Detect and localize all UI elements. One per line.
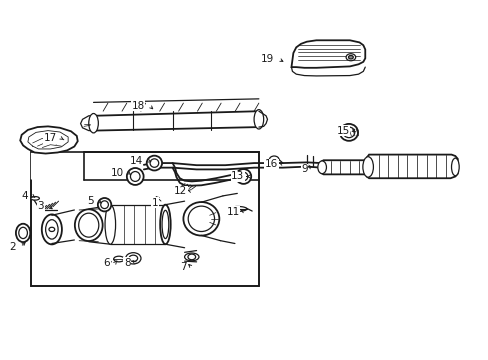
- Text: 17: 17: [43, 133, 57, 143]
- Ellipse shape: [183, 202, 219, 235]
- Ellipse shape: [89, 113, 98, 133]
- Polygon shape: [366, 154, 457, 178]
- Polygon shape: [81, 116, 93, 131]
- Circle shape: [269, 156, 279, 163]
- Ellipse shape: [162, 210, 168, 239]
- Circle shape: [49, 227, 55, 231]
- Text: 12: 12: [173, 186, 186, 196]
- Bar: [31, 150, 84, 180]
- Ellipse shape: [101, 201, 108, 208]
- Ellipse shape: [160, 205, 170, 244]
- Ellipse shape: [254, 109, 263, 129]
- Bar: [31, 152, 258, 286]
- Ellipse shape: [113, 256, 124, 262]
- Text: 8: 8: [123, 258, 130, 268]
- Text: 1: 1: [151, 198, 158, 208]
- Text: 15: 15: [336, 126, 349, 136]
- Ellipse shape: [45, 220, 58, 239]
- Polygon shape: [20, 126, 78, 154]
- Text: 14: 14: [129, 156, 142, 166]
- Text: 13: 13: [231, 171, 244, 181]
- Ellipse shape: [105, 205, 115, 244]
- Ellipse shape: [150, 159, 159, 167]
- Ellipse shape: [75, 209, 102, 241]
- Ellipse shape: [343, 127, 354, 138]
- Bar: [110, 205, 165, 244]
- Ellipse shape: [130, 171, 140, 181]
- Text: 4: 4: [21, 191, 28, 201]
- Circle shape: [129, 255, 137, 261]
- Circle shape: [348, 55, 352, 59]
- Ellipse shape: [317, 161, 326, 174]
- Ellipse shape: [235, 169, 251, 184]
- Text: 5: 5: [87, 196, 93, 206]
- Ellipse shape: [450, 158, 458, 176]
- Text: 18: 18: [131, 101, 144, 111]
- Ellipse shape: [146, 156, 162, 171]
- Text: 2: 2: [9, 242, 16, 252]
- Circle shape: [125, 253, 141, 264]
- Circle shape: [346, 54, 355, 61]
- Ellipse shape: [228, 207, 246, 211]
- Polygon shape: [291, 40, 365, 68]
- Ellipse shape: [19, 227, 27, 239]
- Text: 7: 7: [180, 262, 186, 273]
- Ellipse shape: [362, 157, 373, 177]
- Text: 11: 11: [226, 207, 239, 217]
- Ellipse shape: [239, 172, 247, 181]
- Ellipse shape: [339, 124, 357, 141]
- Text: 6: 6: [103, 258, 110, 268]
- Ellipse shape: [126, 168, 143, 185]
- Text: 10: 10: [110, 168, 123, 178]
- Ellipse shape: [16, 224, 30, 242]
- Ellipse shape: [41, 215, 62, 244]
- Ellipse shape: [184, 253, 199, 261]
- Text: 16: 16: [264, 159, 278, 169]
- Ellipse shape: [31, 197, 40, 200]
- Text: 9: 9: [301, 165, 307, 174]
- Ellipse shape: [98, 198, 111, 211]
- Polygon shape: [321, 160, 366, 174]
- Circle shape: [187, 254, 195, 260]
- Text: 3: 3: [38, 202, 44, 211]
- Ellipse shape: [188, 206, 214, 231]
- Text: 19: 19: [261, 54, 274, 64]
- Ellipse shape: [79, 213, 99, 237]
